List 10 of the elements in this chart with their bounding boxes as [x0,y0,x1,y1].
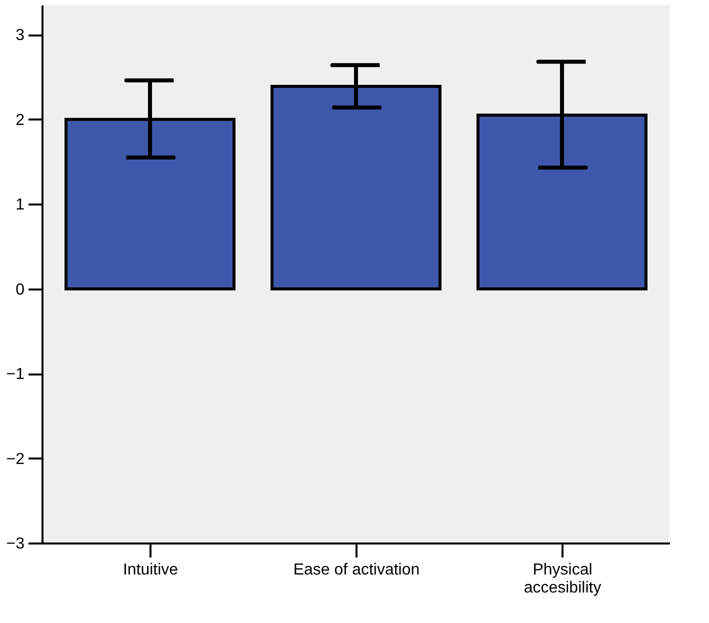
y-tick-label: −1 [6,366,25,384]
x-tick-label: Intuitive [122,562,178,578]
y-tick-label: −2 [6,450,25,468]
x-tick-label: Ease of activation [293,562,420,578]
x-tick-label: Physical accesibility [524,562,602,596]
y-tick-label: −3 [6,536,25,552]
y-tick-label: 0 [16,281,25,298]
y-tick-label: 3 [16,27,25,44]
y-tick-label: 2 [16,112,25,129]
y-tick-label: 1 [16,196,25,214]
